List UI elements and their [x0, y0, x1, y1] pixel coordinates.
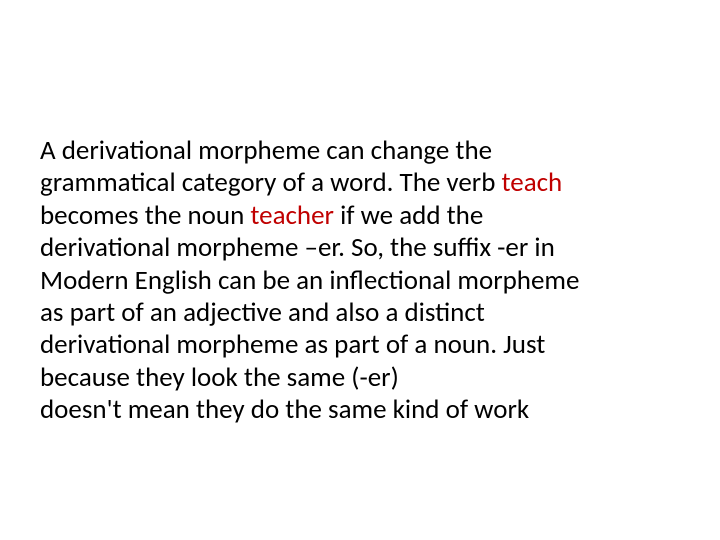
text-run-3: becomes the noun [40, 199, 250, 232]
slide: A derivational morpheme can change the g… [0, 0, 720, 540]
highlight-teach: teach [502, 166, 563, 199]
slide-body-text: A derivational morpheme can change the g… [40, 135, 600, 427]
text-run-1: A derivational morpheme can change the g… [40, 134, 502, 199]
highlight-teacher: teacher [250, 199, 334, 232]
text-run-7: doesn't mean they do the same kind of wo… [40, 393, 529, 426]
